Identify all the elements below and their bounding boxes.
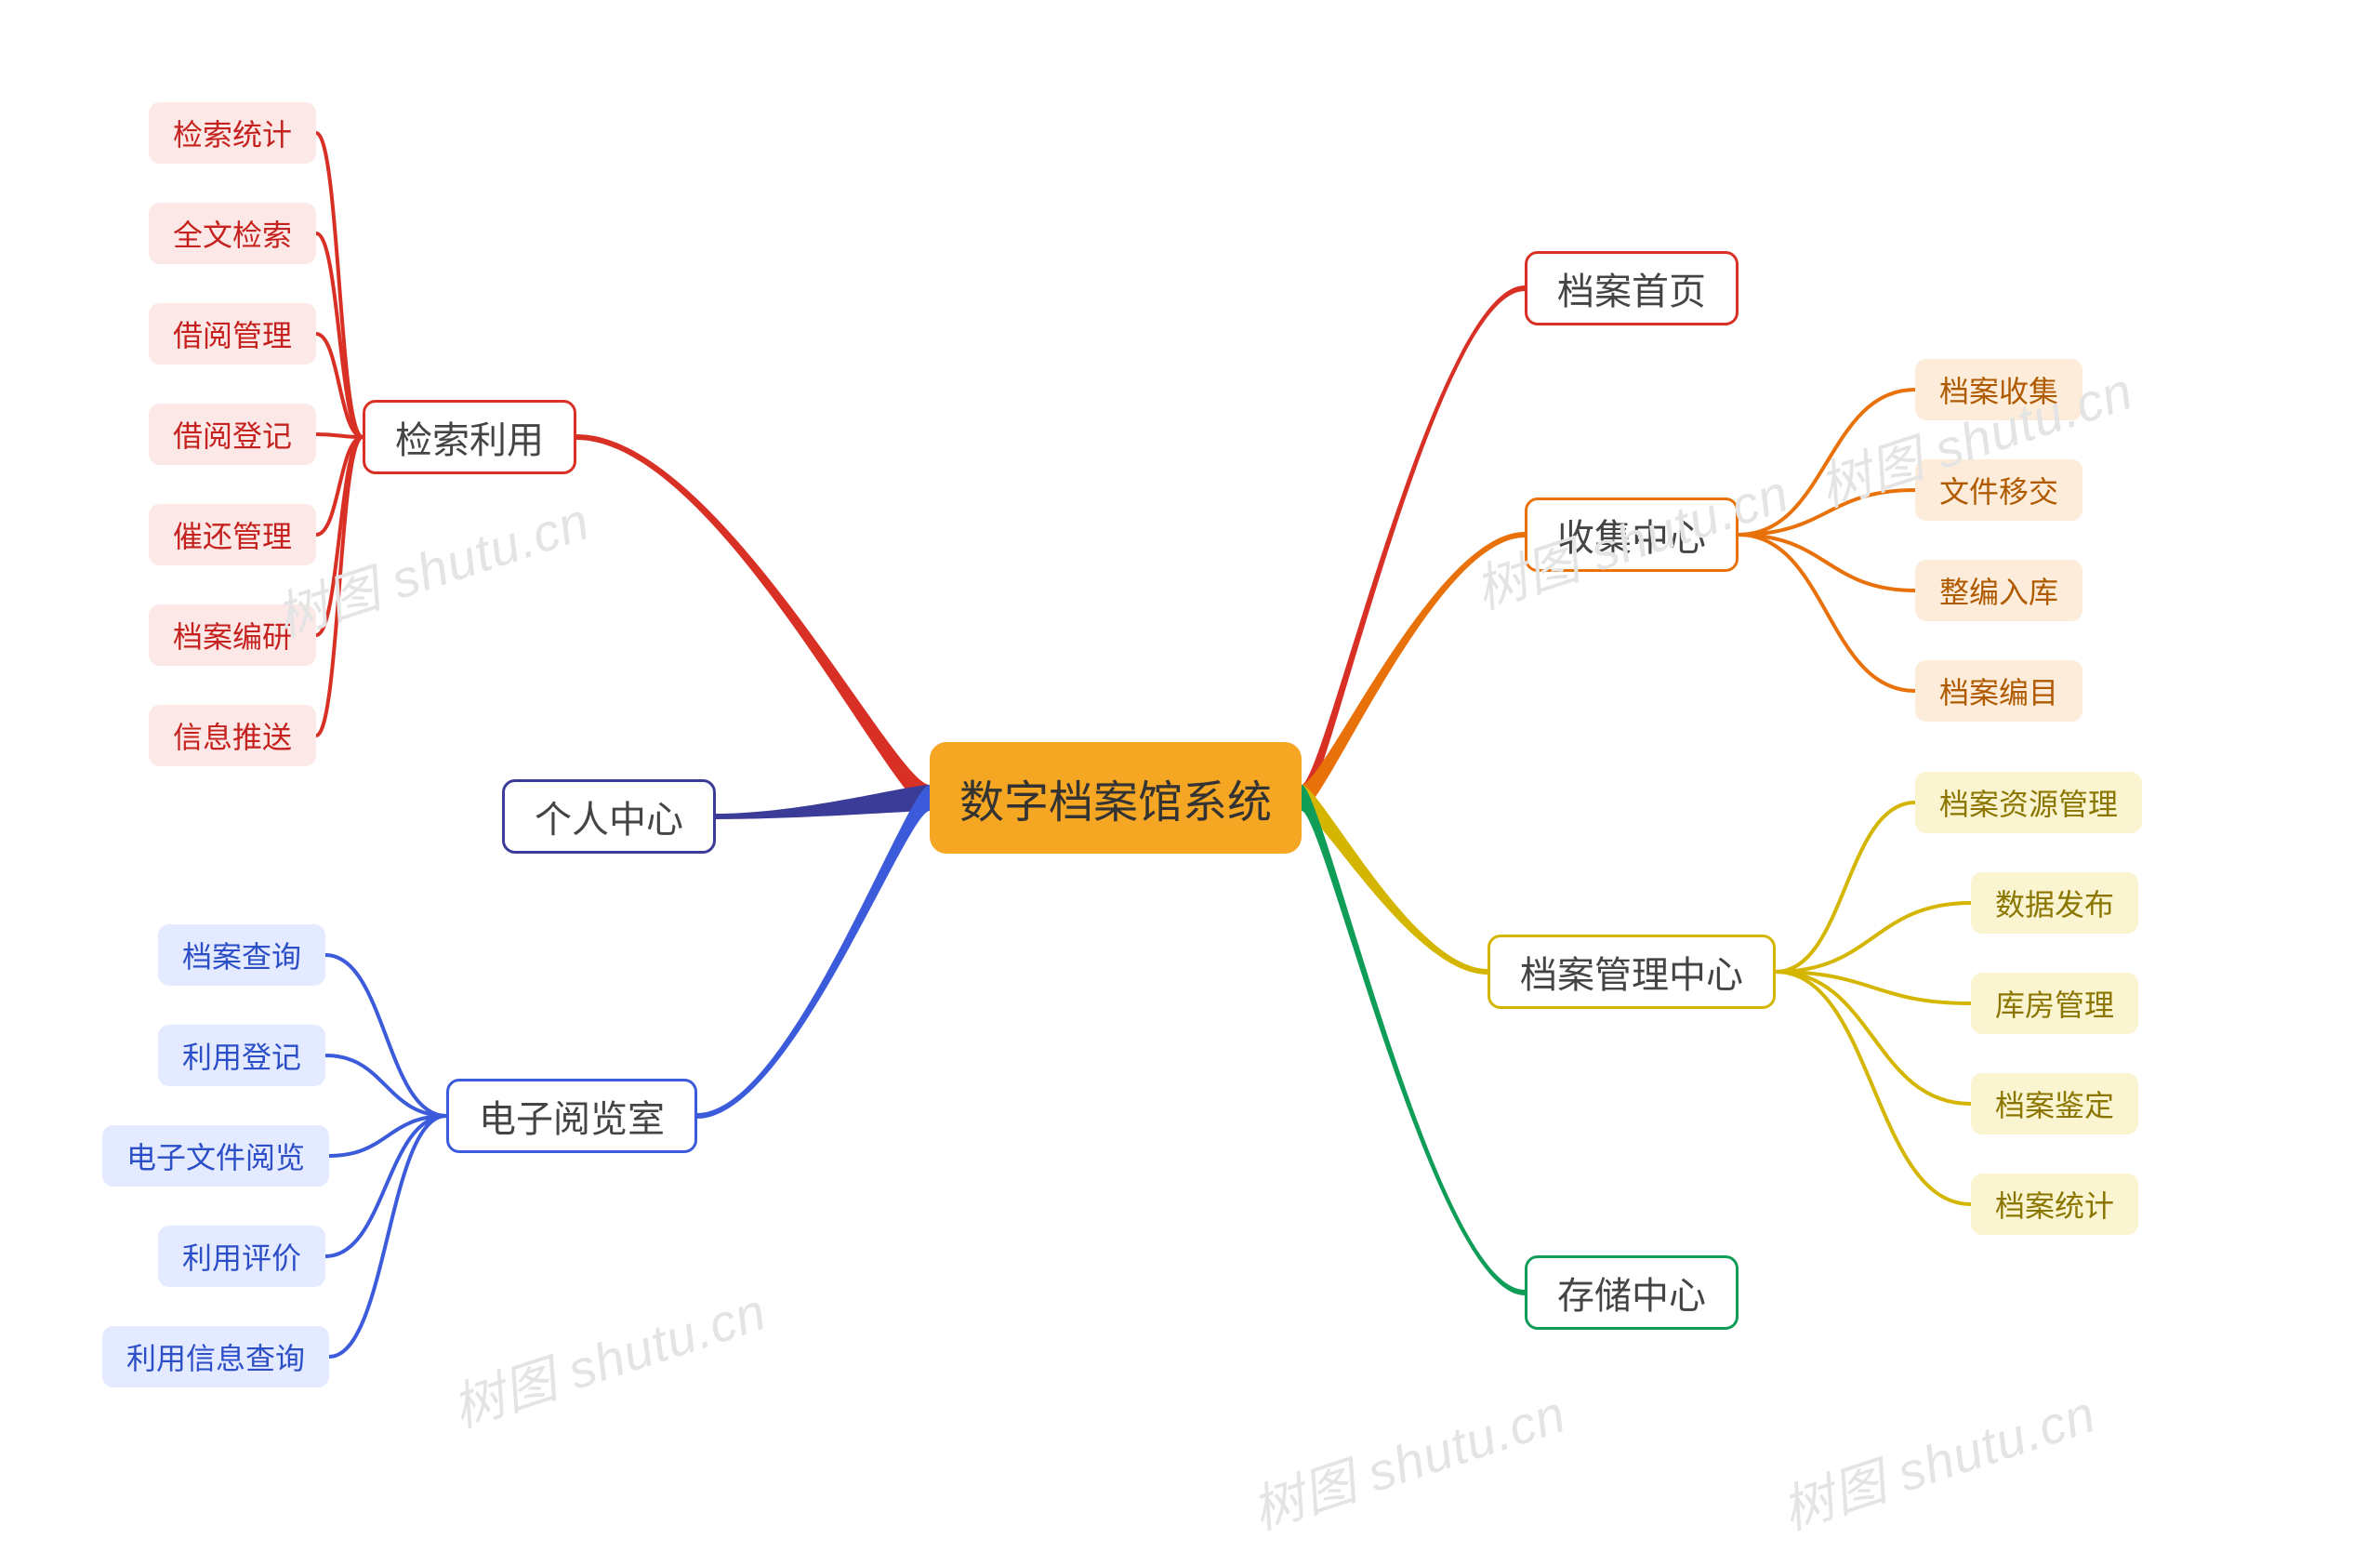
edge-center-branch [697,785,930,1119]
branch-label: 检索利用 [395,410,544,464]
leaf-label: 利用信息查询 [126,1335,305,1378]
leaf-label: 档案编目 [1939,670,2058,712]
edge-branch-leaf [329,1116,446,1357]
leaf-retrieval-1: 全文检索 [149,203,316,264]
edge-branch-leaf [316,437,363,736]
leaf-label: 全文检索 [173,212,292,255]
leaf-label: 利用登记 [182,1034,301,1077]
edge-branch-leaf [316,437,363,535]
edge-branch-leaf [1776,803,1915,972]
leaf-eread-4: 利用信息查询 [102,1326,329,1387]
leaf-label: 数据发布 [1995,882,2114,924]
edge-center-branch [1302,285,1525,811]
leaf-label: 档案收集 [1939,368,2058,411]
leaf-label: 检索统计 [173,112,292,154]
leaf-collect-2: 整编入库 [1915,560,2082,621]
leaf-collect-3: 档案编目 [1915,660,2082,722]
leaf-eread-1: 利用登记 [158,1025,325,1086]
leaf-label: 信息推送 [173,714,292,757]
leaf-label: 库房管理 [1995,982,2114,1025]
edge-branch-leaf [329,1116,446,1156]
leaf-label: 档案编研 [173,614,292,657]
branch-manage: 档案管理中心 [1488,935,1776,1009]
leaf-label: 档案资源管理 [1939,781,2118,824]
leaf-manage-1: 数据发布 [1971,872,2138,934]
edge-branch-leaf [316,133,363,437]
leaf-manage-3: 档案鉴定 [1971,1073,2138,1134]
leaf-eread-3: 利用评价 [158,1226,325,1287]
edge-branch-leaf [325,955,446,1116]
edge-branch-leaf [1776,972,1971,1003]
leaf-collect-0: 档案收集 [1915,359,2082,420]
edge-branch-leaf [1776,972,1971,1104]
center-label: 数字档案馆系统 [959,765,1272,830]
watermark: 树图 shutu.cn [1771,1373,2104,1545]
edge-center-branch [576,434,930,811]
leaf-retrieval-4: 催还管理 [149,504,316,565]
edge-center-branch [1302,785,1525,1295]
leaf-label: 文件移交 [1939,469,2058,511]
branch-label: 收集中心 [1557,508,1706,562]
leaf-label: 整编入库 [1939,569,2058,612]
leaf-label: 电子文件阅览 [126,1134,305,1177]
leaf-retrieval-5: 档案编研 [149,604,316,666]
edge-branch-leaf [1739,535,1915,590]
leaf-label: 档案统计 [1995,1183,2114,1226]
edge-branch-leaf [1776,972,1971,1204]
branch-label: 存储中心 [1557,1266,1706,1320]
leaf-label: 档案鉴定 [1995,1082,2114,1125]
edge-branch-leaf [316,437,363,635]
leaf-label: 借阅登记 [173,413,292,456]
leaf-eread-2: 电子文件阅览 [102,1125,329,1187]
leaf-retrieval-0: 检索统计 [149,102,316,164]
watermark: 树图 shutu.cn [1241,1373,1574,1545]
leaf-manage-0: 档案资源管理 [1915,772,2142,833]
branch-storage: 存储中心 [1525,1255,1739,1330]
branch-retrieval: 检索利用 [363,400,576,474]
edge-branch-leaf [1739,490,1915,535]
edge-branch-leaf [325,1055,446,1116]
branch-label: 档案首页 [1557,261,1706,315]
edge-center-branch [1302,785,1488,975]
edge-center-branch [716,785,930,819]
edge-branch-leaf [316,434,363,437]
leaf-label: 借阅管理 [173,312,292,355]
edge-branch-leaf [1776,903,1971,972]
watermark: 树图 shutu.cn [442,1270,774,1442]
leaf-manage-4: 档案统计 [1971,1174,2138,1235]
edge-branch-leaf [325,1116,446,1256]
leaf-label: 档案查询 [182,934,301,976]
branch-homepage: 档案首页 [1525,251,1739,325]
edge-branch-leaf [1739,390,1915,535]
leaf-retrieval-3: 借阅登记 [149,404,316,465]
branch-label: 个人中心 [535,789,683,843]
edge-branch-leaf [316,233,363,437]
leaf-collect-1: 文件移交 [1915,459,2082,521]
leaf-manage-2: 库房管理 [1971,973,2138,1034]
branch-eread: 电子阅览室 [446,1079,697,1153]
leaf-retrieval-2: 借阅管理 [149,303,316,365]
branch-label: 电子阅览室 [479,1089,665,1143]
edge-center-branch [1302,532,1525,811]
leaf-retrieval-6: 信息推送 [149,705,316,766]
edge-branch-leaf [316,334,363,437]
center-node: 数字档案馆系统 [930,742,1302,854]
branch-label: 档案管理中心 [1520,945,1743,999]
leaf-label: 利用评价 [182,1235,301,1278]
branch-personal: 个人中心 [502,779,716,854]
edge-branch-leaf [1739,535,1915,691]
leaf-label: 催还管理 [173,513,292,556]
leaf-eread-0: 档案查询 [158,924,325,986]
branch-collect: 收集中心 [1525,497,1739,572]
